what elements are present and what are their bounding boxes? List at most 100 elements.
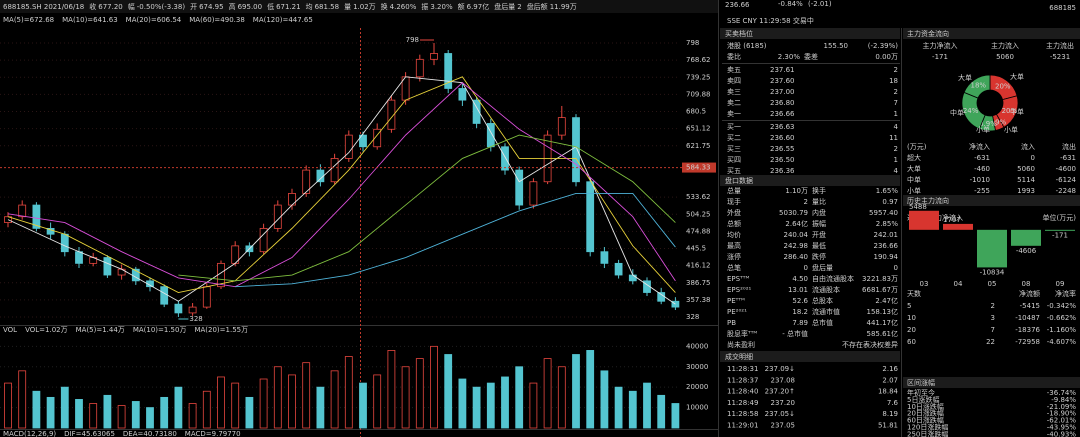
- candle-body: [572, 117, 580, 183]
- label: PE²⁰²¹: [727, 308, 747, 316]
- donut-category: 大单: [958, 73, 972, 82]
- quote-value: 695.00: [238, 3, 263, 11]
- section-band: [720, 351, 900, 362]
- y-tick-label: 739.25: [686, 73, 711, 81]
- quote-value: 671.21: [276, 3, 301, 11]
- volume-bar: [217, 376, 225, 429]
- label: 237.00: [770, 88, 795, 96]
- legend-entry: MA(20)=606.54: [126, 16, 182, 24]
- label: -4600: [1056, 165, 1076, 173]
- ma-line: [178, 134, 676, 282]
- label: 11:28:40: [727, 388, 758, 396]
- y-tick-label: 386.75: [686, 279, 711, 287]
- label: 委比: [727, 52, 741, 61]
- section-title: 历史主力流向: [907, 196, 949, 205]
- volume-bar: [486, 382, 495, 429]
- volume-legend: VOL: [3, 326, 17, 334]
- donut-category: 小单: [976, 125, 990, 134]
- label: 236.66: [874, 242, 899, 250]
- y-tick-label: 621.75: [686, 142, 711, 150]
- label: 60日涨跌幅: [907, 416, 944, 425]
- volume-bar: [344, 356, 353, 429]
- label: 主力流出: [1046, 41, 1074, 50]
- label: 主力流入: [991, 41, 1019, 50]
- label: 11:28:31: [727, 365, 758, 373]
- x-tick-label: 05: [988, 280, 997, 288]
- label: -18376: [1015, 326, 1040, 334]
- flow-value: -4606: [1016, 247, 1037, 255]
- candle-body: [259, 227, 268, 253]
- donut-category: 大单: [1010, 72, 1024, 81]
- label: 10: [907, 314, 916, 322]
- candle-body: [628, 274, 637, 282]
- label: 盘后量: [812, 263, 833, 272]
- label: -5231: [1050, 53, 1070, 61]
- ma-line: [235, 192, 676, 288]
- candle-body: [202, 286, 211, 308]
- label: -1010: [970, 176, 990, 184]
- label: 1: [894, 156, 898, 164]
- label: 0.97: [882, 198, 898, 206]
- label: 委差: [804, 52, 818, 61]
- label: 5060: [996, 53, 1014, 61]
- label: 18: [889, 77, 898, 85]
- flow-bar: [1045, 229, 1075, 231]
- label: 236.63: [770, 123, 795, 131]
- label: 总额: [727, 219, 741, 228]
- volume-bar: [614, 386, 623, 429]
- label: 买二: [727, 134, 741, 142]
- label: 1.10万: [785, 187, 808, 195]
- candle-body: [486, 123, 495, 148]
- x-tick-label: 03: [920, 280, 929, 288]
- label: -9.84%: [1051, 396, 1076, 404]
- y-tick-label: 445.5: [686, 245, 706, 253]
- label: 卖四: [727, 77, 741, 85]
- label: 振幅: [812, 219, 826, 228]
- label: 2: [804, 198, 808, 206]
- label: 237.20↑: [765, 388, 795, 396]
- label: 286.40: [784, 253, 809, 261]
- candle-body: [316, 169, 325, 183]
- section-band: [720, 175, 900, 186]
- label: 11: [889, 134, 898, 142]
- label: 总市值: [812, 318, 833, 327]
- label: 2.64亿: [785, 219, 808, 228]
- volume-bar: [188, 403, 197, 429]
- label: 流入: [1021, 142, 1035, 151]
- change-pct: -0.84%: [778, 0, 803, 8]
- quote-label: 低: [267, 2, 274, 11]
- label: -631: [974, 154, 990, 162]
- y-tick-label: 504.25: [686, 210, 711, 218]
- volume-bar: [202, 390, 211, 429]
- section-title: 区间涨幅: [907, 378, 935, 387]
- volume-bar: [586, 350, 595, 429]
- flow-bar: [977, 229, 1007, 268]
- label: -72958: [1015, 338, 1040, 346]
- label: 1: [894, 110, 898, 118]
- candle-body: [557, 117, 566, 136]
- volume-bar: [75, 399, 83, 429]
- y-tick-label: 20000: [686, 383, 708, 391]
- label: 2: [894, 88, 898, 96]
- label: 6681.67万: [862, 286, 898, 294]
- low-label: 328: [189, 315, 202, 323]
- x-tick-label: 08: [1022, 280, 1031, 288]
- candle-body: [18, 204, 27, 218]
- label: (万元): [907, 143, 927, 151]
- label: 237.61: [770, 66, 795, 74]
- donut-category: 中单: [950, 108, 964, 117]
- quote-value: -0.50%(-3.38): [137, 3, 186, 11]
- label: 22: [986, 338, 995, 346]
- label: -2248: [1056, 187, 1076, 195]
- label: -1.160%: [1047, 326, 1077, 334]
- quote-label: 开: [190, 3, 197, 11]
- quote-label: 换: [381, 2, 388, 11]
- label: 买三: [727, 145, 741, 153]
- label: 237.60: [770, 77, 795, 85]
- y-tick-label: 680.5: [686, 108, 706, 116]
- donut-label: 4.9%: [988, 119, 1006, 127]
- flow-value: -10834: [980, 268, 1005, 276]
- label: 最高: [727, 241, 741, 250]
